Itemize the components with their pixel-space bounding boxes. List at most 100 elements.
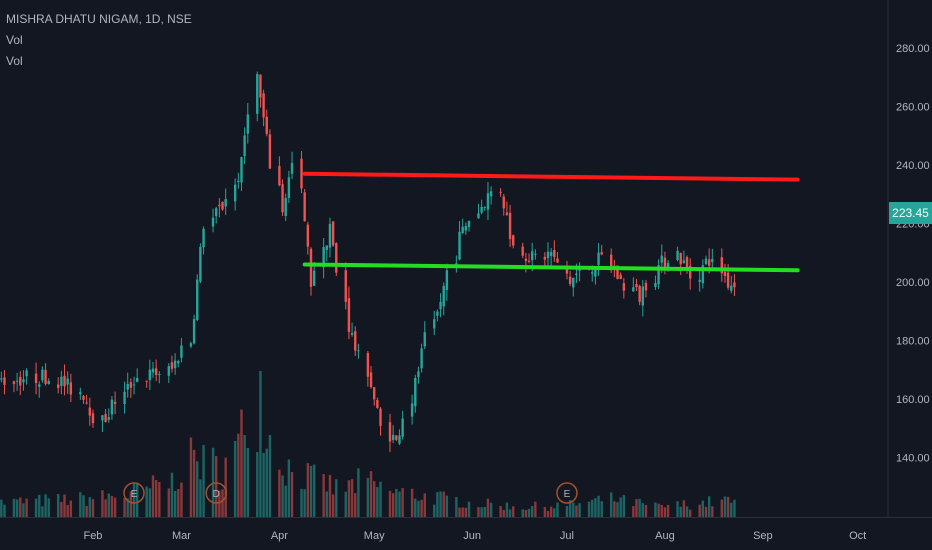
- volume-bar: [347, 480, 351, 517]
- candle-body: [335, 243, 338, 273]
- volume-bar: [685, 506, 689, 517]
- candle-body: [47, 380, 50, 385]
- volume-bar: [218, 490, 221, 517]
- candle-body: [527, 260, 531, 262]
- candle-body: [107, 417, 110, 420]
- candle-body: [641, 286, 644, 306]
- candle-body: [499, 191, 502, 193]
- candle-body: [88, 407, 91, 416]
- candle-body: [44, 369, 47, 384]
- candle-body: [259, 74, 262, 98]
- volume-bar: [410, 488, 414, 517]
- candle-body: [34, 373, 38, 384]
- candle-body: [638, 285, 641, 302]
- y-tick-label: 260.00: [896, 102, 930, 114]
- volume-bar: [414, 498, 417, 517]
- candle-body: [723, 272, 727, 276]
- x-tick-label: May: [364, 530, 385, 542]
- candle-body: [733, 282, 736, 288]
- candle-body: [546, 251, 550, 259]
- volume-bar: [594, 498, 597, 517]
- volume-bar: [256, 452, 259, 517]
- symbol-title[interactable]: MISHRA DHATU NIGAM, 1D, NSE: [6, 12, 192, 26]
- volume-bar: [196, 461, 199, 517]
- candle-body: [730, 285, 733, 291]
- volume-bar: [290, 472, 294, 517]
- volume-bar: [262, 452, 265, 517]
- candle-body: [467, 220, 471, 227]
- volume-bar: [486, 498, 490, 517]
- event-marker[interactable]: E: [556, 482, 578, 504]
- volume-bar: [88, 497, 91, 517]
- volume-bar: [527, 508, 531, 517]
- candle-body: [600, 252, 603, 255]
- candle-body: [622, 283, 626, 291]
- last-price-label: 223.45: [889, 202, 932, 224]
- event-marker[interactable]: D: [205, 482, 227, 504]
- candle-body: [707, 259, 711, 266]
- volume-bar: [154, 480, 158, 517]
- x-tick-label: Aug: [655, 530, 675, 542]
- volume-bar: [619, 497, 622, 517]
- y-tick-label: 280.00: [896, 43, 930, 55]
- candle-body: [113, 401, 117, 404]
- candle-body: [524, 258, 528, 261]
- volume-indicator-label[interactable]: Vol: [6, 33, 23, 47]
- event-label: D: [213, 489, 220, 500]
- candle-body: [192, 319, 196, 344]
- volume-bar: [167, 488, 170, 517]
- candle-body: [376, 399, 379, 409]
- x-tick-label: Mar: [172, 530, 191, 542]
- candle-body: [331, 221, 335, 246]
- volume-bar: [676, 501, 679, 517]
- volume-bar: [689, 509, 692, 517]
- candle-body: [300, 158, 303, 189]
- candle-body: [306, 224, 310, 247]
- volume-bar: [259, 370, 262, 517]
- candle-body: [0, 378, 3, 380]
- support-trendline[interactable]: [302, 262, 800, 273]
- volume-bar: [489, 502, 493, 517]
- candle-body: [325, 245, 328, 250]
- candle-body: [312, 270, 316, 286]
- volume-bar: [635, 499, 638, 517]
- trendlines[interactable]: [302, 171, 800, 273]
- volume-indicator-label-2[interactable]: Vol: [6, 54, 23, 68]
- x-tick-label: Jul: [560, 530, 574, 542]
- volume-bar: [328, 474, 332, 517]
- volume-bar: [660, 504, 663, 517]
- volume-bar: [711, 506, 714, 517]
- event-marker[interactable]: E: [123, 482, 145, 504]
- candle-body: [401, 418, 404, 437]
- volume-bar: [391, 493, 395, 517]
- volume-bar: [366, 477, 370, 517]
- volume-bar: [546, 510, 550, 517]
- volume-bar: [578, 503, 581, 517]
- candle-body: [91, 413, 95, 424]
- candle-body: [676, 250, 679, 260]
- candle-body: [256, 74, 259, 114]
- candle-body: [101, 415, 104, 421]
- candle-body: [167, 366, 170, 376]
- volume-bar: [281, 475, 284, 517]
- volume-bar: [192, 449, 196, 517]
- candle-body: [85, 402, 88, 404]
- resistance-trendline[interactable]: [302, 171, 800, 182]
- candle-body: [173, 360, 177, 369]
- candle-body: [486, 193, 490, 210]
- volume-bar: [663, 507, 667, 517]
- volume-bar: [464, 507, 468, 517]
- volume-bar: [553, 508, 556, 517]
- volume-bar: [616, 502, 619, 517]
- candle-body: [663, 257, 667, 268]
- candle-body: [464, 226, 468, 231]
- volume-bar: [79, 492, 82, 517]
- candle-body: [303, 192, 306, 222]
- candle-body: [82, 395, 85, 400]
- volume-bar: [107, 493, 110, 517]
- volume-bar: [132, 483, 136, 517]
- volume-bar: [666, 504, 670, 517]
